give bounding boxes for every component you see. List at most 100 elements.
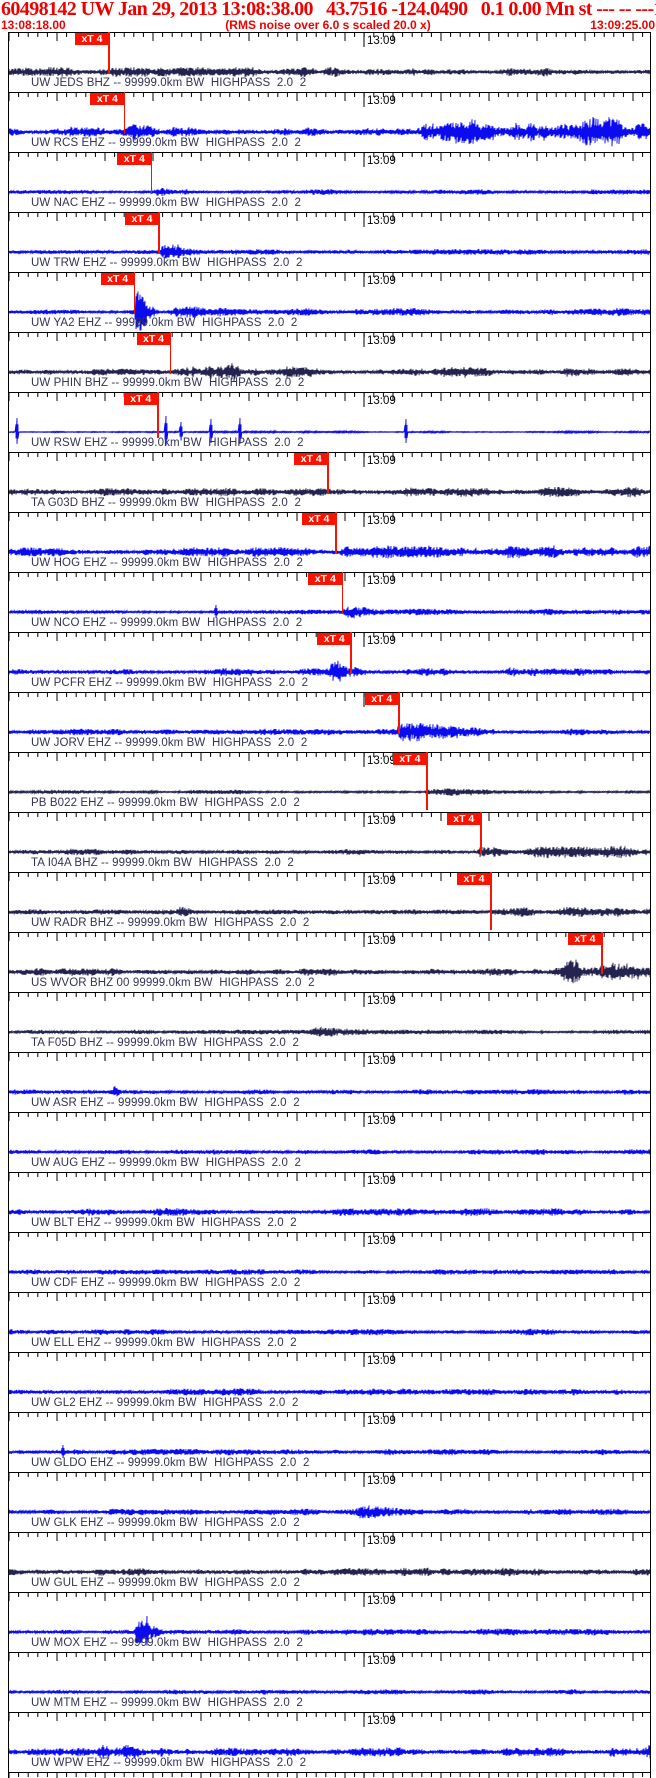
seismogram-trace[interactable] — [9, 452, 650, 512]
pick-flag[interactable]: xT 4 — [74, 33, 109, 45]
pick-line[interactable] — [479, 812, 482, 854]
trace-row[interactable]: 13:09 TA F05D BHZ -- 99999.0km BW HIGHPAS… — [9, 992, 650, 1052]
pick-line[interactable] — [108, 32, 110, 74]
trace-row-partial — [9, 1772, 650, 1778]
event-header: 60498142 UW Jan 29, 2013 13:08:38.00 43.… — [0, 0, 656, 32]
trace-panel[interactable]: 13:09 xT 4 UW JEDS BHZ -- 99999.0km BW HIG… — [8, 32, 651, 1778]
trace-row[interactable]: 13:09 xT 4 US WVOR BHZ 00 99999.0km BW HIG… — [9, 932, 650, 992]
trace-label: TA G03D BHZ -- 99999.0km BW HIGHPASS 2.0… — [31, 497, 301, 509]
seismogram-trace[interactable] — [9, 512, 650, 572]
seismogram-trace[interactable] — [9, 632, 650, 692]
pick-line[interactable] — [169, 332, 172, 374]
pick-flag[interactable]: xT 4 — [294, 453, 329, 465]
minute-tick-label: 13:09 — [367, 1115, 396, 1127]
trace-row[interactable]: 13:09 UW GLK EHZ -- 99999.0km BW HIGHPASS… — [9, 1472, 650, 1532]
pick-line[interactable] — [426, 752, 428, 810]
trace-label: UW RCS EHZ -- 99999.0km BW HIGHPASS 2.0 … — [31, 137, 302, 149]
seismogram-trace[interactable] — [9, 872, 650, 932]
pick-line[interactable] — [397, 692, 400, 734]
trace-row[interactable]: 13:09 xT 4 UW RADR BHZ -- 99999.0km BW HIG… — [9, 872, 650, 932]
trace-label: UW BLT EHZ -- 99999.0km BW HIGHPASS 2.0 … — [31, 1217, 297, 1229]
pick-flag[interactable]: xT 4 — [567, 933, 602, 945]
trace-row[interactable]: 13:09 xT 4 UW NCO EHZ -- 99999.0km BW HIGH… — [9, 572, 650, 632]
trace-row[interactable]: 13:09 UW MTM EHZ -- 99999.0km BW HIGHPASS… — [9, 1652, 650, 1712]
trace-row[interactable]: 13:09 UW MOX EHZ -- 99999.0km BW HIGHPASS… — [9, 1592, 650, 1652]
seismogram-trace[interactable] — [9, 752, 650, 812]
pick-line[interactable] — [150, 152, 153, 194]
trace-row[interactable]: 13:09 UW GUL EHZ -- 99999.0km BW HIGHPASS… — [9, 1532, 650, 1592]
pick-line[interactable] — [490, 872, 492, 930]
trace-row[interactable]: 13:09 UW WPW EHZ -- 99999.0km BW HIGHPASS… — [9, 1712, 650, 1772]
trace-row[interactable]: 13:09 xT 4 TA G03D BHZ -- 99999.0km BW HIG… — [9, 452, 650, 512]
trace-label: UW NAC EHZ -- 99999.0km BW HIGHPASS 2.0 … — [31, 197, 302, 209]
pick-flag[interactable]: xT 4 — [117, 153, 152, 165]
pick-line[interactable] — [133, 272, 136, 314]
seismogram-trace[interactable] — [9, 32, 650, 92]
pick-flag[interactable]: xT 4 — [364, 693, 399, 705]
seismogram-trace[interactable] — [9, 272, 650, 332]
pick-flag[interactable]: xT 4 — [123, 393, 158, 405]
pick-line[interactable] — [158, 212, 160, 254]
minute-tick-label: 13:09 — [367, 815, 396, 827]
pick-flag[interactable]: xT 4 — [100, 273, 135, 285]
pick-line[interactable] — [335, 512, 337, 554]
pick-flag[interactable]: xT 4 — [301, 513, 336, 525]
pick-flag[interactable]: xT 4 — [136, 333, 171, 345]
seismogram-trace[interactable] — [9, 92, 650, 152]
trace-row[interactable]: 13:09 UW CDF EHZ -- 99999.0km BW HIGHPASS… — [9, 1232, 650, 1292]
event-summary-text: 60498142 UW Jan 29, 2013 13:08:38.00 43.… — [1, 0, 648, 20]
seismogram-trace[interactable] — [9, 1532, 650, 1592]
pick-line[interactable] — [350, 632, 353, 674]
minute-tick-label: 13:09 — [367, 95, 396, 107]
trace-row[interactable]: 13:09 xT 4 UW TRW EHZ -- 99999.0km BW HIGH… — [9, 212, 650, 272]
pick-flag[interactable]: xT 4 — [457, 873, 492, 885]
trace-row[interactable]: 13:09 xT 4 UW HOG EHZ -- 99999.0km BW HIGH… — [9, 512, 650, 572]
seismogram-trace[interactable] — [9, 692, 650, 752]
trace-row[interactable]: 13:09 xT 4 TA I04A BHZ -- 99999.0km BW HIG… — [9, 812, 650, 872]
trace-label: UW JEDS BHZ -- 99999.0km BW HIGHPASS 2.0… — [31, 77, 307, 89]
seismogram-trace[interactable] — [9, 1292, 650, 1352]
seismogram-trace[interactable] — [9, 332, 650, 392]
seismogram-trace[interactable] — [9, 1592, 650, 1652]
pick-flag[interactable]: xT 4 — [392, 753, 427, 765]
seismogram-trace[interactable] — [9, 992, 650, 1052]
pick-line[interactable] — [123, 92, 126, 134]
trace-row[interactable]: 13:09 UW GLDO EHZ -- 99999.0km BW HIGHPAS… — [9, 1412, 650, 1472]
seismogram-trace[interactable] — [9, 572, 650, 632]
pick-flag[interactable]: xT 4 — [90, 93, 125, 105]
trace-row[interactable]: 13:09 xT 4 UW PHIN BHZ -- 99999.0km BW HIG… — [9, 332, 650, 392]
seismogram-trace[interactable] — [9, 1112, 650, 1172]
seismogram-trace[interactable] — [9, 1712, 650, 1772]
seismogram-trace[interactable] — [9, 1172, 650, 1232]
seismogram-trace[interactable] — [9, 1412, 650, 1472]
trace-row[interactable]: 13:09 UW ASR EHZ -- 99999.0km BW HIGHPASS… — [9, 1052, 650, 1112]
trace-row[interactable]: 13:09 xT 4 UW RCS EHZ -- 99999.0km BW HIGH… — [9, 92, 650, 152]
pick-line[interactable] — [156, 392, 159, 438]
pick-flag[interactable]: xT 4 — [446, 813, 481, 825]
trace-row[interactable]: 13:09 UW ELL EHZ -- 99999.0km BW HIGHPASS… — [9, 1292, 650, 1352]
seismogram-trace[interactable] — [9, 1232, 650, 1292]
pick-line[interactable] — [341, 572, 344, 614]
pick-line[interactable] — [327, 452, 329, 494]
seismogram-trace[interactable] — [9, 1652, 650, 1712]
trace-row[interactable]: 13:09 xT 4 UW RSW EHZ -- 99999.0km BW HIGH… — [9, 392, 650, 452]
seismogram-trace[interactable] — [9, 812, 650, 872]
seismogram-trace[interactable] — [9, 1352, 650, 1412]
trace-row[interactable]: 13:09 xT 4 UW NAC EHZ -- 99999.0km BW HIGH… — [9, 152, 650, 212]
trace-row[interactable]: 13:09 xT 4 UW JEDS BHZ -- 99999.0km BW HIG… — [9, 32, 650, 92]
trace-row[interactable]: 13:09 UW AUG EHZ -- 99999.0km BW HIGHPASS… — [9, 1112, 650, 1172]
seismogram-trace[interactable] — [9, 1472, 650, 1532]
seismogram-trace[interactable] — [9, 152, 650, 212]
trace-row[interactable]: 13:09 xT 4 UW YA2 EHZ -- 99999.0km BW HIGH… — [9, 272, 650, 332]
trace-row[interactable]: 13:09 UW GL2 EHZ -- 99999.0km BW HIGHPASS… — [9, 1352, 650, 1412]
pick-flag[interactable]: xT 4 — [308, 573, 343, 585]
trace-label: PB B022 EHZ -- 99999.0km BW HIGHPASS 2.0… — [31, 797, 300, 809]
pick-flag[interactable]: xT 4 — [124, 213, 159, 225]
trace-row[interactable]: 13:09 xT 4 PB B022 EHZ -- 99999.0km BW HIG… — [9, 752, 650, 812]
seismogram-trace[interactable] — [9, 1052, 650, 1112]
pick-line[interactable] — [601, 932, 603, 974]
trace-row[interactable]: 13:09 xT 4 UW PCFR EHZ -- 99999.0km BW HIG… — [9, 632, 650, 692]
pick-flag[interactable]: xT 4 — [317, 633, 352, 645]
trace-row[interactable]: 13:09 UW BLT EHZ -- 99999.0km BW HIGHPASS… — [9, 1172, 650, 1232]
